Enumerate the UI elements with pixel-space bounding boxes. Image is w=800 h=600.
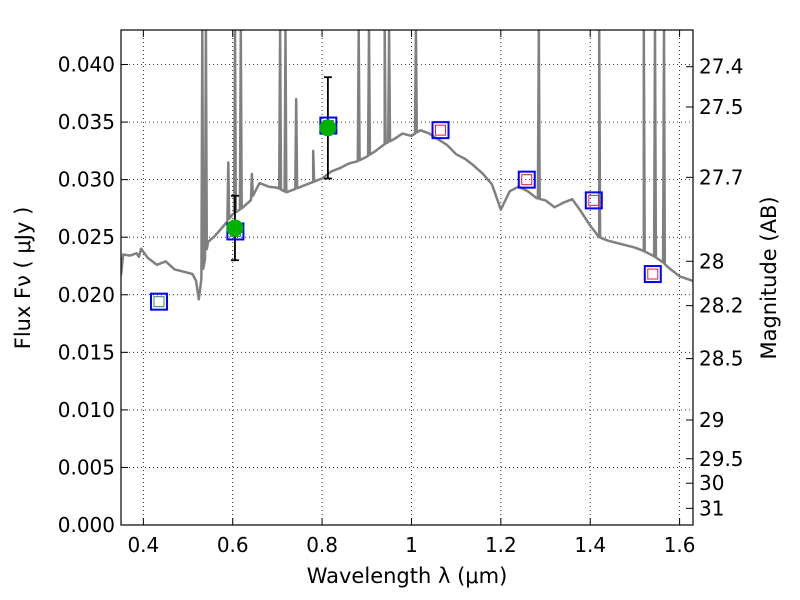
y-tick-label: 0.025 xyxy=(58,225,115,249)
x-tick-label: 1.6 xyxy=(664,533,696,557)
y2-tick-label: 29 xyxy=(699,408,724,432)
axes: 0.4 0.6 0.8 1 1.2 1.4 1.6 0.000 0.005 0.010 0.015 0… xyxy=(58,30,744,557)
x-tick-label: 1.2 xyxy=(485,533,517,557)
inner-marker xyxy=(153,296,165,308)
x-axis-label: Wavelength λ (μm) xyxy=(307,564,508,588)
model-flux-marker xyxy=(584,191,603,210)
x-tick-label: 1.4 xyxy=(574,533,606,557)
y-tick-label: 0.040 xyxy=(58,53,115,77)
y2-tick-label: 28.2 xyxy=(699,294,744,318)
y-tick-label: 0.000 xyxy=(58,513,115,537)
model-flux-marker xyxy=(517,170,536,189)
x-tick-label: 1 xyxy=(405,533,418,557)
y-tick-label: 0.005 xyxy=(58,455,115,479)
x-tick-label: 0.8 xyxy=(306,533,338,557)
plot-frame xyxy=(120,29,694,526)
y2-tick-label: 28.5 xyxy=(699,347,744,371)
plot-background xyxy=(121,30,693,525)
inner-marker xyxy=(588,194,600,206)
y2-tick-label: 29.5 xyxy=(699,447,744,471)
y2-tick-label: 31 xyxy=(699,496,724,520)
model-flux-marker xyxy=(643,265,662,284)
y-tick-label: 0.030 xyxy=(58,168,115,192)
y2-tick-label: 27.4 xyxy=(699,55,744,79)
x-tick-label: 0.4 xyxy=(127,533,159,557)
inner-marker xyxy=(647,268,659,280)
y-tick-label: 0.015 xyxy=(58,340,115,364)
y-axis-label: Flux Fν ( μJy ) xyxy=(11,207,35,350)
y2-axis-label: Magnitude (AB) xyxy=(757,196,781,359)
model-flux-marker xyxy=(431,121,450,140)
observed-flux-point xyxy=(319,119,337,137)
y2-tick-label: 27.7 xyxy=(699,165,744,189)
inner-marker xyxy=(435,124,447,136)
inner-marker xyxy=(521,174,533,186)
y2-tick-label: 30 xyxy=(699,471,724,495)
markers xyxy=(149,76,662,311)
y-tick-label: 0.020 xyxy=(58,283,115,307)
y-tick-label: 0.010 xyxy=(58,398,115,422)
y-tick-label: 0.035 xyxy=(58,110,115,134)
y2-tick-label: 27.5 xyxy=(699,95,744,119)
y2-tick-label: 28 xyxy=(699,249,724,273)
x-tick-label: 0.6 xyxy=(217,533,249,557)
observed-flux-point xyxy=(226,219,244,237)
model-flux-marker xyxy=(149,292,168,311)
